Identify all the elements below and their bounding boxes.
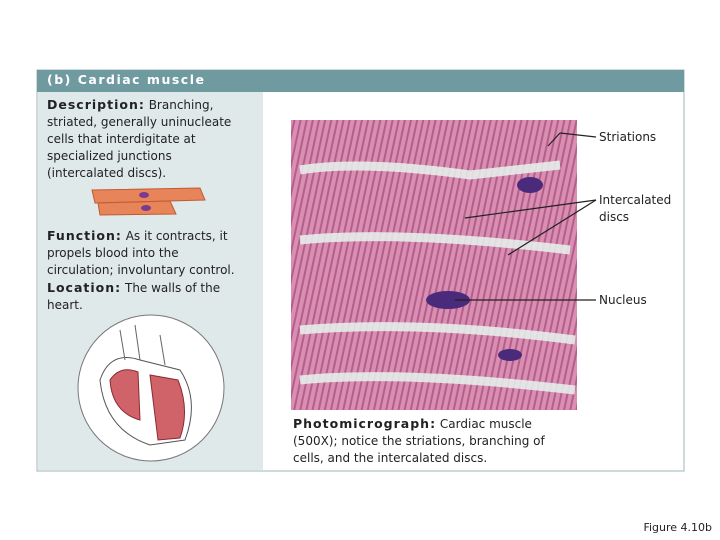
cell-illustration xyxy=(91,187,206,216)
caption-label: Photomicrograph: xyxy=(293,416,437,431)
label: Intercalated discs xyxy=(599,193,672,224)
micrograph xyxy=(291,120,577,410)
description: Description: Branching, striated, genera… xyxy=(47,96,247,182)
header-title: (b) Cardiac muscle xyxy=(47,72,206,87)
function-text: As it contracts, it propels blood into t… xyxy=(47,229,235,277)
label: Striations xyxy=(599,130,657,144)
caption: Photomicrograph: Cardiac muscle (500X); … xyxy=(293,415,573,467)
location-text: The walls of the heart. xyxy=(47,281,221,312)
location-label: Location: xyxy=(47,280,122,295)
label: Nucleus xyxy=(599,293,647,307)
function: Function: As it contracts, it propels bl… xyxy=(47,227,247,314)
description-label: Description: xyxy=(47,97,145,112)
description-text: Branching, striated, generally uninuclea… xyxy=(47,98,232,180)
figure-number: Figure 4.10b xyxy=(643,521,712,534)
heart-illustration xyxy=(77,314,225,462)
leader-lines xyxy=(455,132,597,301)
header-bar xyxy=(37,70,684,92)
function-label: Function: xyxy=(47,228,122,243)
caption-text: Cardiac muscle (500X); notice the striat… xyxy=(293,417,545,465)
